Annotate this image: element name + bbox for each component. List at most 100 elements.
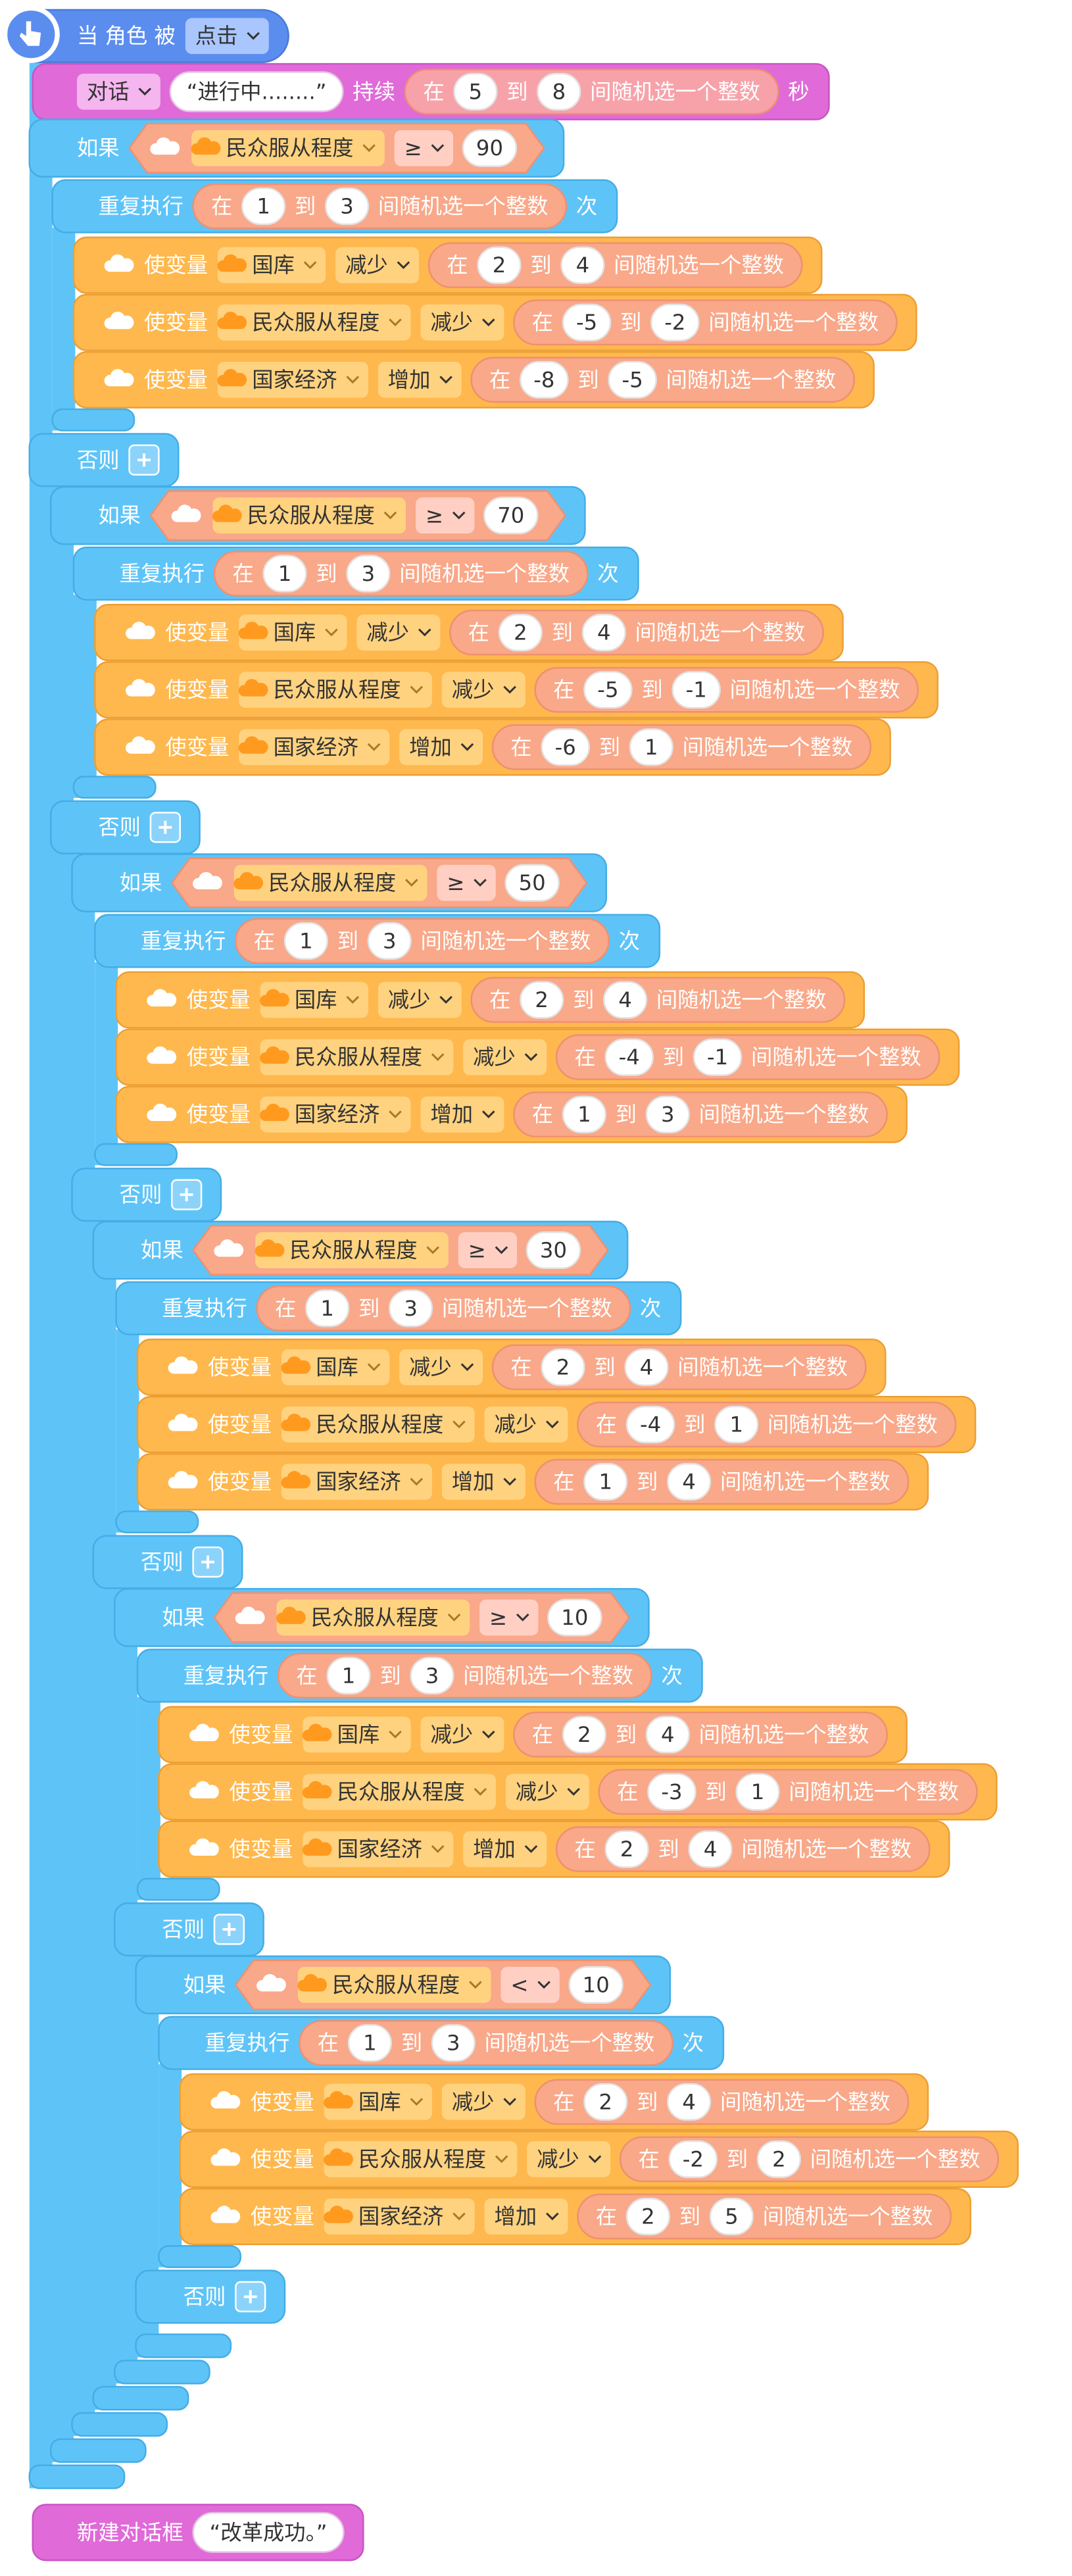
dropdown[interactable] bbox=[527, 2141, 611, 2177]
number-input[interactable] bbox=[650, 303, 700, 341]
variable-dropdown[interactable] bbox=[212, 497, 406, 534]
number-input[interactable] bbox=[568, 1966, 623, 2004]
number-input[interactable] bbox=[431, 2024, 475, 2062]
variable-dropdown[interactable] bbox=[276, 1599, 470, 1636]
dropdown[interactable] bbox=[505, 1773, 589, 1810]
variable-dropdown[interactable] bbox=[324, 2141, 518, 2177]
number-input[interactable] bbox=[453, 72, 498, 111]
dropdown[interactable] bbox=[441, 2083, 525, 2120]
number-input[interactable] bbox=[709, 2197, 754, 2236]
number-input[interactable] bbox=[483, 497, 539, 535]
dropdown[interactable] bbox=[458, 1232, 518, 1268]
number-input[interactable] bbox=[541, 728, 591, 766]
variable-dropdown[interactable] bbox=[239, 614, 347, 651]
number-input[interactable] bbox=[347, 2024, 393, 2062]
dropdown[interactable] bbox=[399, 1349, 483, 1385]
number-input[interactable] bbox=[756, 2140, 802, 2179]
dropdown[interactable] bbox=[463, 1831, 547, 1868]
dropdown[interactable] bbox=[185, 18, 269, 55]
number-input[interactable] bbox=[477, 246, 522, 284]
number-input[interactable] bbox=[608, 360, 657, 399]
variable-dropdown[interactable] bbox=[303, 1831, 454, 1868]
number-input[interactable] bbox=[735, 1773, 780, 1811]
number-input[interactable] bbox=[537, 72, 581, 111]
number-input[interactable] bbox=[560, 246, 605, 284]
number-input[interactable] bbox=[326, 1656, 371, 1695]
dropdown[interactable] bbox=[335, 247, 420, 284]
number-input[interactable] bbox=[547, 1598, 602, 1637]
variable-dropdown[interactable] bbox=[239, 729, 390, 766]
variable-dropdown[interactable] bbox=[324, 2083, 432, 2120]
dropdown[interactable] bbox=[420, 1716, 504, 1753]
variable-dropdown[interactable] bbox=[260, 981, 368, 1018]
dropdown[interactable] bbox=[420, 304, 504, 341]
dropdown[interactable] bbox=[420, 1096, 504, 1133]
number-input[interactable] bbox=[645, 1716, 690, 1754]
dropdown[interactable] bbox=[356, 614, 441, 651]
number-input[interactable] bbox=[305, 1289, 350, 1327]
number-input[interactable] bbox=[462, 129, 518, 167]
number-input[interactable] bbox=[562, 1095, 606, 1133]
number-input[interactable] bbox=[714, 1405, 759, 1444]
number-input[interactable] bbox=[625, 1405, 675, 1444]
variable-dropdown[interactable] bbox=[191, 130, 385, 166]
dropdown[interactable] bbox=[500, 1967, 560, 2003]
number-input[interactable] bbox=[520, 360, 569, 399]
number-input[interactable] bbox=[693, 1038, 743, 1076]
variable-dropdown[interactable] bbox=[239, 672, 432, 708]
number-input[interactable] bbox=[688, 1830, 733, 1868]
variable-dropdown[interactable] bbox=[281, 1349, 390, 1385]
number-input[interactable] bbox=[645, 1095, 690, 1133]
dropdown[interactable] bbox=[463, 1039, 547, 1076]
number-input[interactable] bbox=[624, 1348, 669, 1387]
number-input[interactable] bbox=[671, 671, 721, 709]
variable-dropdown[interactable] bbox=[233, 864, 427, 901]
dropdown[interactable] bbox=[437, 864, 496, 901]
variable-dropdown[interactable] bbox=[297, 1967, 491, 2003]
number-input[interactable] bbox=[667, 2083, 712, 2121]
number-input[interactable] bbox=[668, 2140, 718, 2179]
variable-dropdown[interactable] bbox=[260, 1096, 411, 1133]
dropdown[interactable] bbox=[76, 73, 160, 110]
variable-dropdown[interactable] bbox=[255, 1232, 449, 1268]
variable-dropdown[interactable] bbox=[217, 361, 368, 398]
number-input[interactable] bbox=[647, 1773, 696, 1811]
number-input[interactable] bbox=[541, 1348, 585, 1387]
dropdown[interactable] bbox=[441, 1464, 525, 1500]
variable-dropdown[interactable] bbox=[303, 1773, 496, 1810]
number-input[interactable] bbox=[520, 981, 564, 1019]
dropdown[interactable] bbox=[441, 672, 525, 708]
number-input[interactable] bbox=[562, 1716, 607, 1754]
number-input[interactable] bbox=[283, 922, 328, 960]
variable-dropdown[interactable] bbox=[217, 247, 326, 284]
number-input[interactable] bbox=[346, 555, 391, 593]
number-input[interactable] bbox=[504, 864, 560, 902]
number-input[interactable] bbox=[583, 671, 633, 709]
number-input[interactable] bbox=[367, 922, 412, 960]
number-input[interactable] bbox=[604, 1038, 654, 1076]
variable-dropdown[interactable] bbox=[260, 1039, 454, 1076]
number-input[interactable] bbox=[262, 555, 307, 593]
number-input[interactable] bbox=[581, 613, 626, 652]
dropdown[interactable] bbox=[479, 1599, 539, 1636]
number-input[interactable] bbox=[241, 187, 286, 226]
number-input[interactable] bbox=[562, 303, 612, 341]
number-input[interactable] bbox=[603, 981, 648, 1019]
dropdown[interactable] bbox=[416, 497, 475, 534]
variable-dropdown[interactable] bbox=[324, 2198, 475, 2235]
number-input[interactable] bbox=[389, 1289, 433, 1327]
number-input[interactable] bbox=[324, 187, 370, 226]
dropdown[interactable] bbox=[378, 361, 462, 398]
dropdown[interactable] bbox=[399, 729, 483, 766]
number-input[interactable] bbox=[667, 1463, 712, 1501]
number-input[interactable] bbox=[583, 1463, 628, 1501]
string-input[interactable] bbox=[169, 71, 344, 112]
number-input[interactable] bbox=[525, 1231, 581, 1270]
dropdown[interactable] bbox=[484, 1406, 568, 1443]
variable-dropdown[interactable] bbox=[303, 1716, 411, 1753]
number-input[interactable] bbox=[583, 2083, 628, 2121]
number-input[interactable] bbox=[629, 728, 673, 766]
number-input[interactable] bbox=[498, 613, 543, 652]
dropdown[interactable] bbox=[484, 2198, 568, 2235]
variable-dropdown[interactable] bbox=[281, 1406, 475, 1443]
